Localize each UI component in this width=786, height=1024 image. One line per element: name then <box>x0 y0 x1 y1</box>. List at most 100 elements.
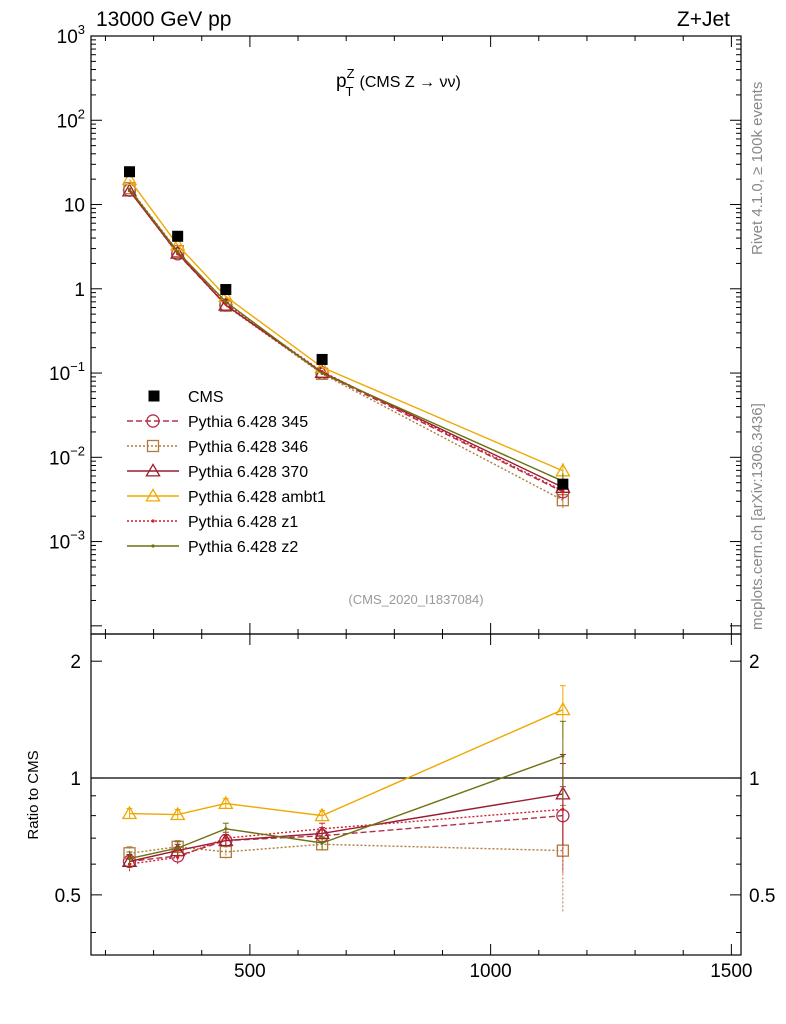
main-y-tick-label: 10 <box>64 196 85 217</box>
ratio-y-tick-label-left: 0.5 <box>55 886 81 907</box>
legend-entry-4: Pythia 6.428 z1 <box>127 514 298 531</box>
main-series-point-1 <box>123 182 136 195</box>
tick-label-exponent: −1 <box>70 359 85 374</box>
ratio-series-point-5 <box>176 846 180 850</box>
tick-label-exponent: −2 <box>70 443 85 458</box>
tick-label-base: 10 <box>64 196 85 217</box>
data-point <box>124 166 136 178</box>
tick-label-base: 10 <box>49 364 70 385</box>
legend: CMS Pythia 6.428 345 Pythia 6.428 346 Pythi… <box>127 389 326 556</box>
ratio-series-point-3 <box>121 805 138 820</box>
ratio-series-line-5 <box>129 755 564 860</box>
data-point <box>220 284 232 296</box>
header-left-label: 13000 GeV pp <box>96 8 231 31</box>
ratio-y-tick-label-right: 1 <box>749 769 760 790</box>
legend-label-4: Pythia 6.428 z1 <box>188 514 298 531</box>
plot-title: pZ T (CMS Z → νν) <box>336 66 461 99</box>
legend-marker-5 <box>151 544 155 548</box>
ratio-x-tick-label: 500 <box>234 961 266 982</box>
main-y-tick-label: 10−2 <box>49 443 85 469</box>
legend-marker-data <box>148 390 160 402</box>
legend-entry-5: Pythia 6.428 z2 <box>127 539 298 556</box>
tick-label-base: 10 <box>57 111 78 132</box>
ratio-y-tick-label-left: 1 <box>70 769 81 790</box>
main-series-point-2 <box>169 245 186 259</box>
ratio-y-tick-label-left: 2 <box>70 652 81 673</box>
tick-label-base: 1 <box>74 280 85 301</box>
ratio-x-tick-label: 1000 <box>469 961 511 982</box>
mcplots-side-label: mcplots.cern.ch [arXiv:1306.3436] <box>749 403 766 630</box>
data-point <box>557 478 569 490</box>
tick-label-exponent: 3 <box>78 22 85 37</box>
rivet-side-label: Rivet 4.1.0, ≥ 100k events <box>749 82 766 255</box>
legend-marker-1 <box>146 439 160 453</box>
title-rest: (CMS Z → νν) <box>359 74 460 91</box>
legend-label-5: Pythia 6.428 z2 <box>188 539 298 556</box>
ratio-plot-frame <box>90 633 742 956</box>
ratio-series-point-3 <box>169 806 186 821</box>
title-main: p <box>336 71 347 92</box>
ratio-series-point-5 <box>320 841 324 845</box>
ratio-plot-axes: 2 2 1 1 0.5 0.5 500 1000 1500 <box>55 633 775 982</box>
ratio-series-line-4 <box>129 808 563 865</box>
main-y-tick-label: 103 <box>57 22 85 48</box>
main-series-point-5 <box>176 250 180 254</box>
tick-label-base: 10 <box>49 533 70 554</box>
data-point <box>316 353 328 365</box>
ratio-series-line-3 <box>129 709 564 817</box>
ratio-series-point-3 <box>555 701 571 716</box>
tick-label-base: 10 <box>49 448 70 469</box>
legend-label-2: Pythia 6.428 370 <box>188 464 308 481</box>
ratio-series-point-5 <box>127 857 132 861</box>
legend-label-1: Pythia 6.428 346 <box>188 439 308 456</box>
ratio-series-line-1 <box>129 843 563 854</box>
main-series-point-5 <box>224 300 228 304</box>
legend-marker-4 <box>151 519 155 523</box>
header-right-label: Z+Jet <box>677 8 730 31</box>
legend-label-0: Pythia 6.428 345 <box>188 414 308 431</box>
ratio-y-tick-label-right: 0.5 <box>749 886 775 907</box>
legend-marker-0 <box>146 414 160 428</box>
title-superscript: Z <box>347 66 355 81</box>
tick-label-exponent: 2 <box>78 106 85 121</box>
tick-label-base: 10 <box>57 27 78 48</box>
legend-entry-3: Pythia 6.428 ambt1 <box>127 488 326 506</box>
main-y-tick-label: 1 <box>74 280 85 301</box>
main-series-line-5 <box>128 188 564 482</box>
main-series-point-2 <box>121 182 138 197</box>
analysis-id-label: (CMS_2020_I1837084) <box>348 592 483 607</box>
ratio-series-point-4 <box>561 807 565 812</box>
ratio-series-point-4 <box>320 827 324 831</box>
main-series-point-3 <box>169 237 186 251</box>
legend-label-3: Pythia 6.428 ambt1 <box>188 489 326 506</box>
main-series-point-4 <box>561 489 565 493</box>
ratio-y-axis-label: Ratio to CMS <box>25 750 42 839</box>
main-series-point-5 <box>320 371 324 376</box>
legend-entry-1: Pythia 6.428 346 <box>127 439 308 456</box>
legend-entry-0: Pythia 6.428 345 <box>127 414 308 431</box>
ratio-series-point-4 <box>224 836 228 840</box>
ratio-series-point-5 <box>561 754 565 758</box>
legend-entry-2: Pythia 6.428 370 <box>127 463 308 481</box>
main-y-tick-label: 102 <box>57 106 85 132</box>
main-series-point-5 <box>127 187 132 191</box>
tick-label-exponent: −3 <box>70 528 85 543</box>
ratio-series-point-4 <box>176 855 180 859</box>
legend-entry-data: CMS <box>148 389 224 406</box>
data-point <box>172 230 184 242</box>
legend-label-data: CMS <box>188 389 224 406</box>
ratio-x-tick-label: 1500 <box>710 961 752 982</box>
title-subscript: T <box>346 84 354 99</box>
ratio-y-tick-label-right: 2 <box>749 652 760 673</box>
main-series-point-3 <box>121 171 138 186</box>
legend-marker-3 <box>145 488 161 502</box>
ratio-series-point-5 <box>224 827 228 831</box>
ratio-series-point-3 <box>314 807 330 822</box>
main-y-tick-label: 10−3 <box>49 528 85 554</box>
legend-marker-2 <box>145 463 161 477</box>
main-y-tick-label: 10−1 <box>49 359 85 385</box>
ratio-series-point-3 <box>218 795 234 810</box>
ratio-series-line-0 <box>129 814 563 863</box>
